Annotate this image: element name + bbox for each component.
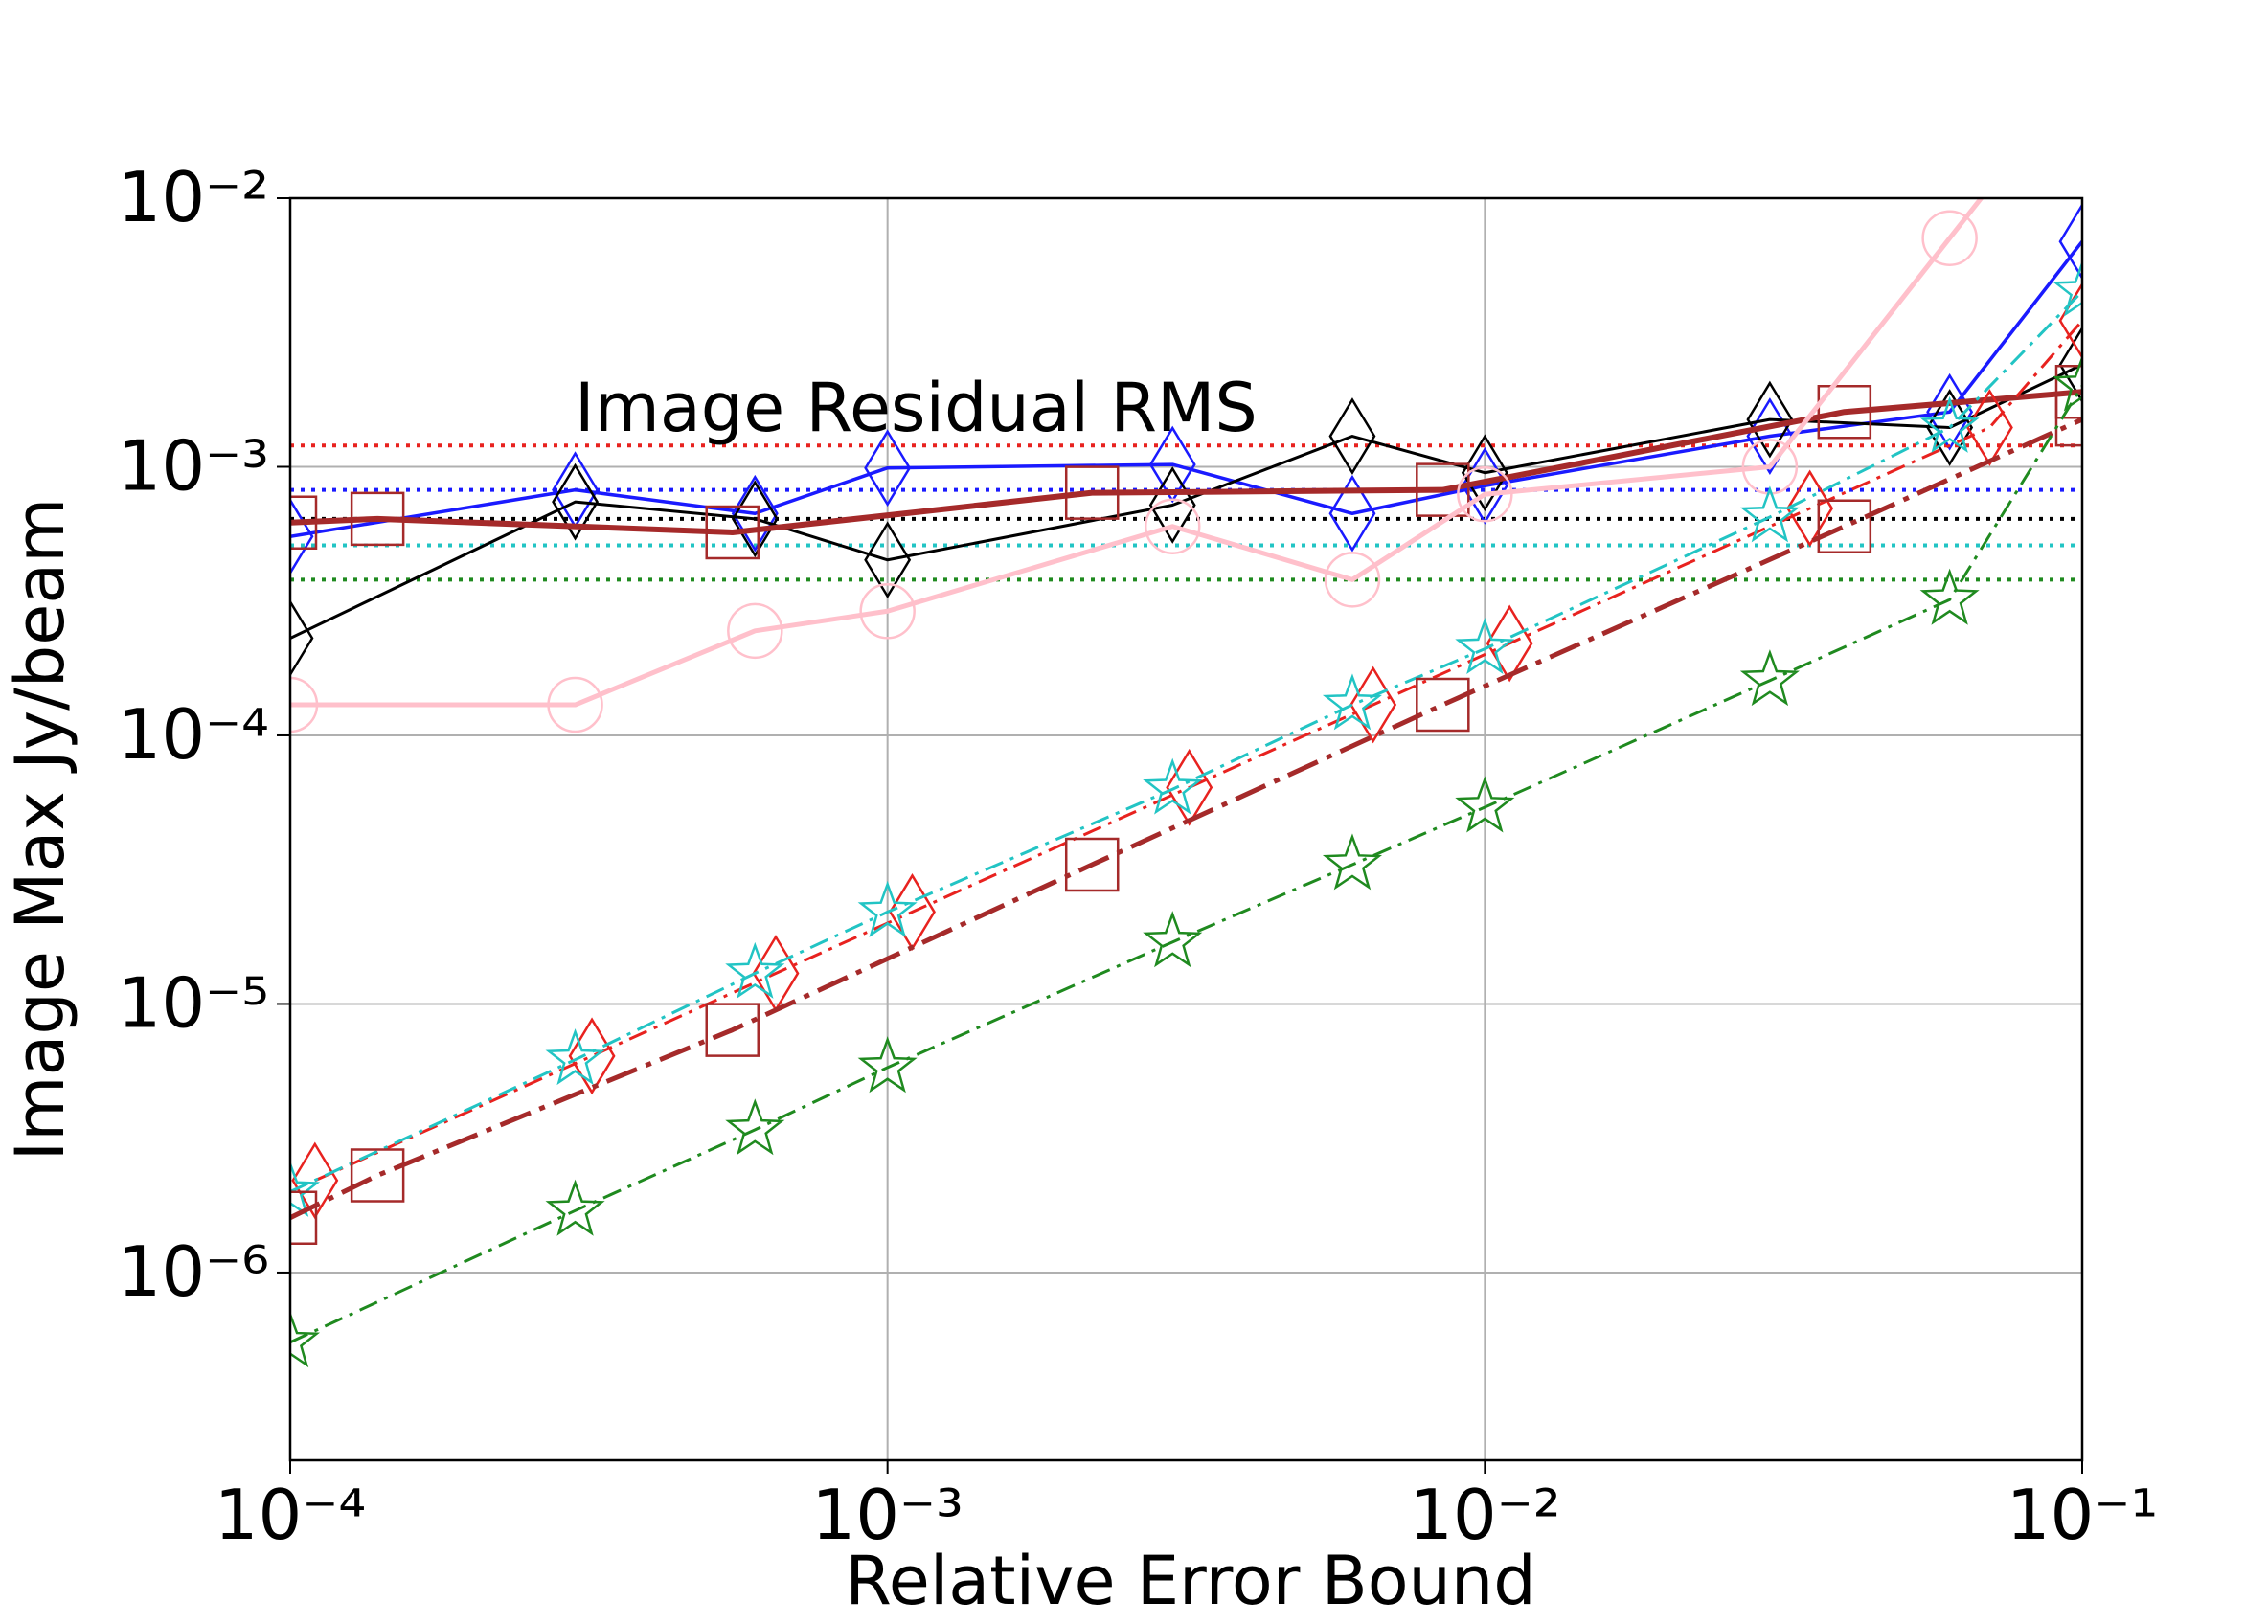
series-line [290,363,2082,640]
marker [290,1160,321,1217]
y-tick-label: 10⁻⁶ [118,1231,269,1312]
marker [1817,499,1872,553]
y-tick-label: 10⁻⁴ [118,694,269,775]
x-tick-label: 10⁻⁴ [215,1475,366,1555]
marker [1322,833,1383,891]
marker [1457,465,1513,523]
marker [1746,380,1794,459]
marker [350,491,405,547]
x-tick-label: 10⁻¹ [2007,1475,2158,1555]
marker [1322,673,1383,731]
marker [2058,202,2082,281]
marker [1324,552,1381,608]
y-tick-label: 10⁻⁵ [118,962,269,1043]
marker [725,1098,785,1156]
marker [859,583,916,640]
marker [552,462,600,541]
series-line [290,290,2082,1193]
marker [705,505,760,560]
marker [1739,649,1800,707]
marker [731,474,779,553]
marker [1144,498,1201,554]
marker [1965,389,2013,466]
marker [705,1003,760,1057]
marker [725,941,785,999]
series-line [290,389,2082,535]
marker [1416,677,1470,733]
marker [1064,465,1120,520]
marker [857,1036,918,1094]
marker [1455,617,1515,675]
marker [2052,259,2082,317]
marker [290,495,318,550]
marker [1455,776,1515,833]
marker [1817,384,1872,440]
series-line [290,385,2082,1344]
marker [2052,354,2082,412]
marker [1919,568,1980,625]
annotation: Image Residual RMS [575,369,1258,447]
marker [1926,389,1974,466]
marker [1921,210,1978,266]
marker [1328,474,1376,553]
marker [2058,326,2082,404]
marker [1328,397,1376,475]
y-tick-label: 10⁻³ [118,425,269,506]
marker [290,599,314,677]
marker [727,602,783,660]
marker [1064,837,1120,892]
x-tick-label: 10⁻³ [811,1475,963,1555]
plot-frame [288,196,2084,1462]
series-line [314,319,2082,1183]
marker [1741,439,1799,495]
y-tick-label: 10⁻² [118,157,269,237]
marker [290,1190,318,1245]
marker [1148,425,1196,504]
marker [2055,43,2109,97]
marker [864,521,912,599]
marker [1739,485,1800,543]
marker [1919,395,1980,453]
marker [1786,469,1834,548]
plot-area [290,43,2109,1368]
marker [290,676,319,733]
series-line [290,417,2082,1220]
marker [864,429,912,508]
marker [545,1179,605,1236]
marker [290,1311,321,1368]
series-line [290,198,1984,708]
marker [545,1028,605,1086]
x-axis-label: Relative Error Bound [845,1542,1535,1620]
marker [857,880,918,937]
marker [547,676,603,733]
marker [350,1148,405,1203]
marker [1143,911,1203,968]
marker [1461,434,1508,512]
x-tick-label: 10⁻² [1409,1475,1560,1555]
marker [1143,757,1203,815]
y-axis-label: Image Max Jy/beam [1,498,79,1162]
